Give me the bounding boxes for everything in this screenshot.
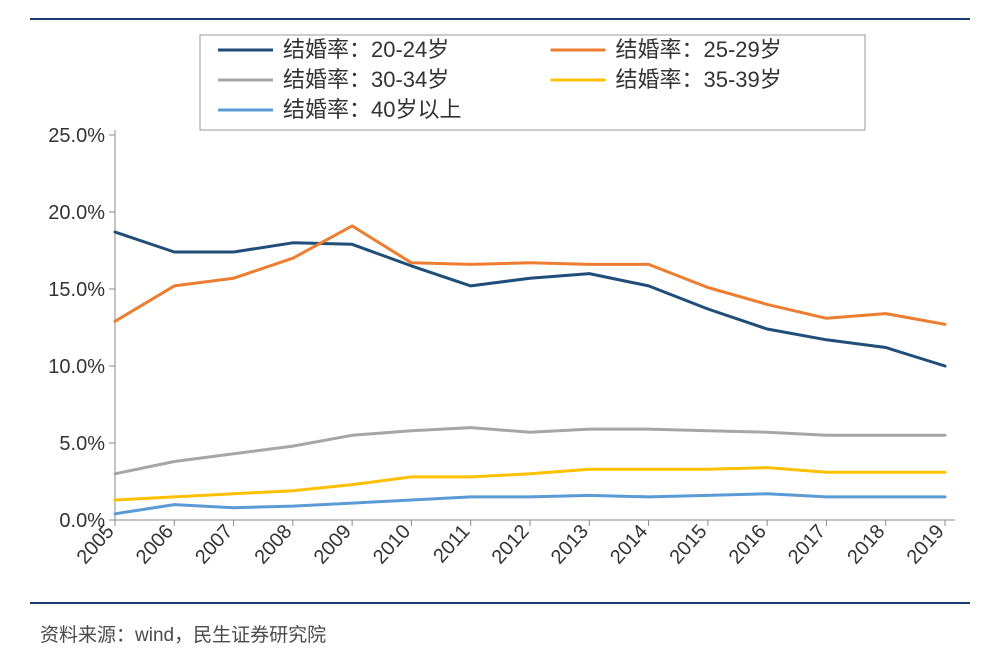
x-tick-label: 2018 <box>843 521 889 569</box>
x-tick-label: 2006 <box>132 521 178 569</box>
legend-label: 结婚率：20-24岁 <box>283 37 449 62</box>
y-tick-label: 20.0% <box>48 202 105 224</box>
y-tick-label: 10.0% <box>48 356 105 378</box>
x-tick-label: 2009 <box>310 521 356 569</box>
x-tick-label: 2010 <box>369 521 415 569</box>
x-tick-label: 2007 <box>191 521 237 569</box>
x-tick-label: 2011 <box>429 521 474 568</box>
series-line <box>115 494 945 514</box>
series-line <box>115 232 945 366</box>
top-rule <box>30 18 970 20</box>
x-tick-label: 2019 <box>903 521 949 569</box>
plot-area: 0.0%5.0%10.0%15.0%20.0%25.0%200520062007… <box>40 30 970 590</box>
x-tick-label: 2012 <box>488 521 534 569</box>
legend-label: 结婚率：30-34岁 <box>283 67 449 92</box>
x-tick-label: 2013 <box>547 521 593 569</box>
chart-container: 0.0%5.0%10.0%15.0%20.0%25.0%200520062007… <box>0 0 1000 663</box>
x-tick-label: 2015 <box>665 521 711 569</box>
x-tick-label: 2008 <box>250 521 296 569</box>
legend-label: 结婚率：25-29岁 <box>616 37 782 62</box>
x-tick-label: 2016 <box>725 521 771 569</box>
series-line <box>115 226 945 325</box>
source-text: 资料来源：wind，民生证券研究院 <box>40 620 326 647</box>
legend-label: 结婚率：35-39岁 <box>616 67 782 92</box>
legend-label: 结婚率：40岁以上 <box>283 97 461 122</box>
y-tick-label: 5.0% <box>59 433 105 455</box>
x-tick-label: 2014 <box>606 521 652 569</box>
chart-svg: 0.0%5.0%10.0%15.0%20.0%25.0%200520062007… <box>40 30 970 590</box>
bottom-rule <box>30 602 970 604</box>
series-line <box>115 428 945 474</box>
y-tick-label: 25.0% <box>48 125 105 147</box>
y-tick-label: 15.0% <box>48 279 105 301</box>
x-tick-label: 2017 <box>784 521 830 569</box>
